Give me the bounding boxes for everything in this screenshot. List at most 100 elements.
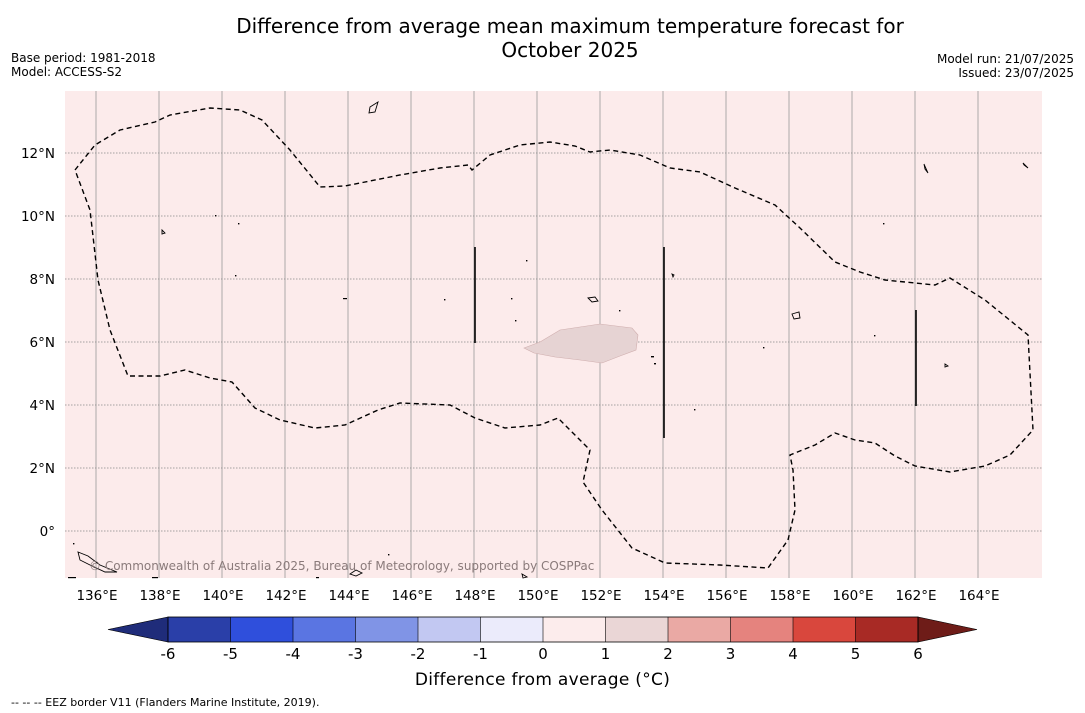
copyright-text: © Commonwealth of Australia 2025, Bureau… [89, 559, 594, 573]
lat-label: 2°N [30, 461, 55, 477]
dot [444, 299, 446, 301]
dot [388, 554, 390, 556]
dot [343, 298, 347, 300]
lon-label: 140°E [202, 588, 243, 604]
islands [77, 100, 1029, 579]
island-png [77, 551, 118, 573]
dot [619, 310, 621, 312]
lon-label: 162°E [895, 588, 936, 604]
lon-label: 158°E [769, 588, 810, 604]
island-d [1022, 162, 1029, 169]
lon-label: 164°E [958, 588, 999, 604]
colorbar-segment [668, 617, 731, 642]
lat-label: 0° [40, 524, 55, 540]
colorbar-segment [293, 617, 356, 642]
colorbar-segment [793, 617, 856, 642]
dot [68, 577, 76, 579]
anomaly-patch [523, 323, 639, 364]
colorbar-tick-label: 6 [913, 645, 923, 663]
dot [316, 577, 319, 579]
lon-label: 154°E [643, 588, 684, 604]
lon-labels: 136°E 138°E 140°E 142°E 144°E 146°E 148°… [76, 588, 999, 604]
island-f [348, 569, 364, 577]
colorbar-segment [355, 617, 419, 642]
colorbar-tick-label: -3 [348, 645, 363, 663]
footnote: -- -- -- EEZ border V11 (Flanders Marine… [11, 696, 320, 709]
colorbar-title: Difference from average (°C) [414, 670, 671, 690]
island-kosrae [791, 311, 801, 320]
chart-title: Difference from average mean maximum tem… [0, 14, 1085, 62]
colorbar-tick-label: -1 [473, 645, 488, 663]
lon-label: 142°E [265, 588, 306, 604]
meta-left: Base period: 1981-2018 Model: ACCESS-S2 [11, 51, 156, 79]
dot [654, 363, 656, 365]
colorbar-tick-label: -6 [161, 645, 176, 663]
meta-right: Model run: 21/07/2025 Issued: 23/07/2025 [937, 52, 1074, 80]
island-g [521, 573, 529, 579]
base-period: Base period: 1981-2018 [11, 51, 156, 65]
lat-label: 10°N [21, 209, 55, 225]
lon-label: 152°E [580, 588, 621, 604]
dot [874, 335, 876, 337]
colorbar-segment [168, 617, 231, 642]
island-guam [368, 100, 379, 114]
title-line-1: Difference from average mean maximum tem… [236, 14, 904, 38]
issued-date: Issued: 23/07/2025 [958, 66, 1074, 80]
colorbar-tick-label: 3 [726, 645, 736, 663]
dot [526, 260, 528, 262]
dot [235, 275, 237, 277]
lon-label: 144°E [328, 588, 369, 604]
lon-label: 160°E [832, 588, 873, 604]
dot [763, 347, 765, 349]
model-name: Model: ACCESS-S2 [11, 65, 123, 79]
dot [651, 356, 654, 358]
island-pohnpei [587, 296, 599, 303]
dot [215, 215, 217, 217]
island-b [944, 363, 950, 368]
eez-border [74, 107, 1034, 569]
colorbar-tick-label: -4 [286, 645, 301, 663]
dot [694, 409, 696, 411]
lon-label: 146°E [391, 588, 432, 604]
colorbar-tick-label: 5 [851, 645, 861, 663]
title-line-2: October 2025 [501, 38, 639, 62]
lon-label: 150°E [517, 588, 558, 604]
colorbar-tick-label: 1 [601, 645, 611, 663]
lat-label: 6°N [30, 335, 55, 351]
dot [511, 298, 513, 300]
lat-label: 12°N [21, 146, 55, 162]
dots [68, 215, 885, 579]
island-c [671, 273, 675, 279]
colorbar-segment [230, 617, 294, 642]
lat-labels: 12°N 10°N 8°N 6°N 4°N 2°N 0° [21, 146, 55, 540]
colorbar [107, 616, 978, 643]
dot [73, 543, 75, 545]
colorbar-labels: -6 -5 -4 -3 -2 -1 0 1 2 3 4 5 6 [161, 645, 923, 663]
model-run: Model run: 21/07/2025 [936, 52, 1074, 66]
colorbar-segment [418, 617, 481, 642]
island-a [161, 228, 166, 235]
colorbar-tick-label: 4 [788, 645, 798, 663]
dot [152, 577, 158, 579]
lon-label: 148°E [454, 588, 495, 604]
lat-label: 8°N [30, 272, 55, 288]
lon-label: 136°E [76, 588, 117, 604]
colorbar-tick-label: 0 [538, 645, 548, 663]
lon-label: 138°E [139, 588, 180, 604]
graticule [95, 91, 979, 578]
colorbar-extend-low [107, 616, 169, 643]
colorbar-extend-high [917, 616, 978, 643]
island-e [923, 163, 929, 174]
dot [883, 223, 885, 225]
colorbar-segment [605, 617, 669, 642]
dot [515, 320, 517, 322]
colorbar-segment [480, 617, 544, 642]
parallels [65, 152, 1042, 532]
lat-label: 4°N [30, 398, 55, 414]
colorbar-segment [855, 617, 919, 642]
colorbar-tick-label: -2 [411, 645, 426, 663]
colorbar-outline [167, 616, 919, 643]
dot [238, 223, 240, 225]
colorbar-tick-label: -5 [223, 645, 238, 663]
